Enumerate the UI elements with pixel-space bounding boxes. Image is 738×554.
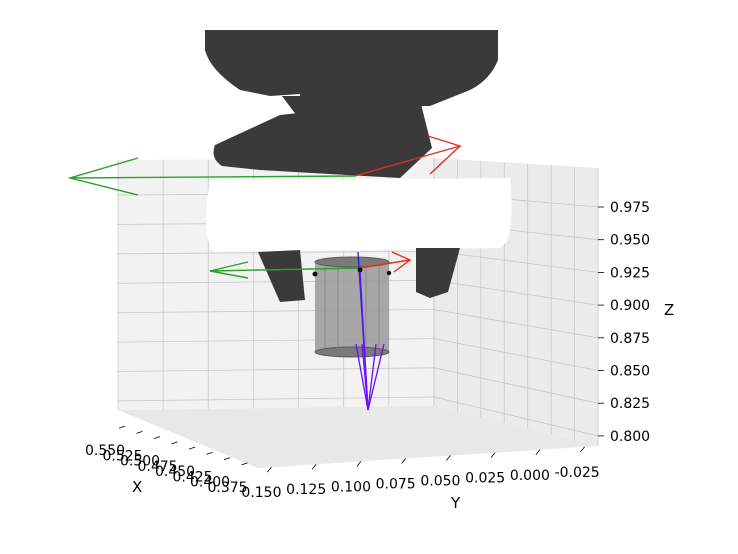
y-tick-label: -0.025: [555, 465, 600, 481]
y-tick-label: 0.100: [331, 479, 371, 495]
cylinder-body: [315, 262, 389, 352]
z-gridline-right: [433, 367, 599, 404]
x-tick-mark: [223, 457, 231, 460]
x-tick-label: 0.425: [173, 469, 213, 485]
contact-point: [357, 267, 363, 273]
y-tick-mark: [446, 455, 451, 461]
y-tick-label: 0.125: [286, 482, 326, 498]
z-gridline-back: [117, 396, 435, 402]
gripper: [205, 30, 498, 302]
contact-point: [386, 270, 392, 276]
x-tick-label: 0.450: [155, 464, 195, 480]
cylinder-object: [314, 256, 390, 358]
x-tick-label: 0.525: [103, 448, 143, 464]
z-tick-label: 0.925: [610, 265, 650, 281]
gripper-housing: [205, 30, 498, 106]
x-tick-label: 0.500: [120, 454, 160, 470]
y-tick-mark: [356, 461, 362, 467]
approach-arrowhead-inner: [361, 343, 377, 411]
z-tick-label: 0.900: [610, 298, 650, 314]
z-tick-label: 0.850: [610, 364, 650, 380]
floor-pane: [118, 406, 598, 468]
z-tick-label: 0.950: [610, 233, 650, 249]
frame-x-arrowhead-lower: [391, 251, 412, 273]
approach-line: [359, 269, 369, 411]
frame-y-axis-upper: [69, 175, 356, 179]
z-tick-label: 0.975: [610, 200, 650, 216]
y-tick-label: 0.150: [241, 485, 281, 501]
z-gridline-right: [433, 279, 599, 306]
x-tick-mark: [188, 446, 196, 450]
z-axis-label: Z: [664, 301, 674, 319]
contact-points: [312, 267, 392, 277]
y-tick-mark: [535, 449, 541, 456]
cylinder-ribs: [324, 262, 380, 352]
frame-x-arrowhead-upper: [427, 135, 462, 175]
z-tick-label: 0.800: [610, 429, 650, 445]
frame-x-axis-lower: [359, 259, 411, 269]
contact-point: [312, 271, 318, 277]
y-tick-mark: [490, 452, 496, 458]
gripper-finger-right: [416, 248, 460, 298]
x-tick-label: 0.400: [190, 475, 230, 491]
approach-vectors: [355, 251, 385, 411]
occlusion-region: [206, 178, 512, 252]
z-tick-label: 0.825: [610, 396, 650, 412]
y-tick-mark: [401, 458, 406, 464]
z-gridline-right: [433, 250, 599, 273]
y-axis-ticks: 0.150 0.125 0.100 0.075 0.050 0.025 0.000 -0.02…: [241, 446, 600, 501]
frame-y-arrowhead-lower: [209, 261, 249, 279]
cylinder-bottom: [314, 346, 390, 358]
z-gridline-right: [433, 338, 599, 371]
cylinder-top: [314, 256, 390, 268]
frame-y-axis-lower: [209, 267, 361, 272]
y-tick-label: 0.025: [465, 471, 505, 487]
gripper-finger-left: [258, 250, 305, 302]
x-tick-mark: [171, 441, 178, 445]
x-tick-label: 0.475: [138, 459, 178, 475]
x-tick-mark: [136, 430, 143, 434]
z-gridline-right: [433, 396, 599, 437]
z-gridline-right: [433, 309, 599, 339]
frame-y-arrowhead-upper: [67, 157, 139, 196]
grasp-frame-upper: [67, 135, 462, 196]
y-tick-label: 0.075: [376, 476, 416, 492]
y-tick-mark: [311, 463, 317, 470]
z-axis-ticks: 0.975 0.950 0.925 0.900 0.875 0.850 0.825 0.800: [598, 200, 650, 445]
y-tick-mark: [267, 466, 272, 473]
y-tick-label: 0.050: [420, 474, 460, 490]
z-tick-label: 0.875: [610, 331, 650, 347]
z-gridline-back: [117, 367, 435, 372]
y-axis-label: Y: [450, 494, 461, 512]
x-tick-mark: [118, 425, 126, 429]
x-tick-label: 0.550: [85, 443, 125, 459]
y-tick-mark: [580, 446, 585, 453]
x-tick-mark: [241, 462, 248, 466]
gripper-palm: [213, 100, 432, 178]
x-tick-label: 0.375: [208, 480, 248, 496]
x-tick-mark: [153, 436, 161, 439]
y-tick-label: 0.000: [510, 468, 550, 484]
frame-x-axis-upper: [354, 145, 461, 177]
x-tick-mark: [206, 451, 213, 455]
x-axis-label: X: [132, 478, 142, 496]
grasp-frame-lower: [209, 251, 412, 279]
